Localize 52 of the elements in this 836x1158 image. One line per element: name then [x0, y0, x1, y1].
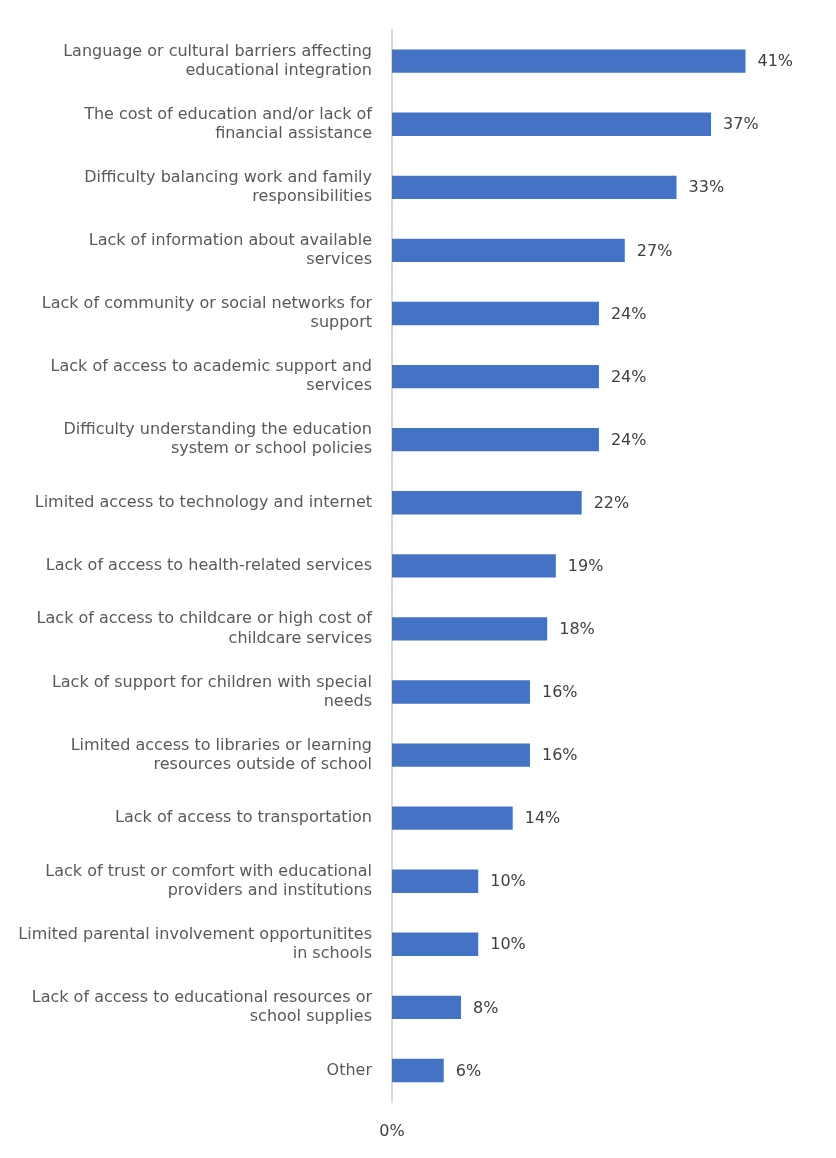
bar — [392, 932, 479, 956]
data-label: 16% — [541, 682, 578, 702]
data-label: 22% — [593, 492, 630, 512]
y-tick-label: The cost of education and/or lack of financial assistance — [83, 103, 373, 142]
y-tick-label: Other — [326, 1059, 373, 1079]
data-label: 37% — [723, 114, 759, 134]
data-label: 24% — [610, 366, 647, 386]
y-tick-label: Limited access to technology and internet — [34, 491, 372, 511]
bar — [392, 175, 677, 199]
y-tick-label: Limited parental involvement opportunitites in schools — [18, 923, 372, 963]
bar — [392, 491, 582, 515]
data-label: 41% — [757, 51, 794, 71]
data-label: 27% — [636, 240, 673, 260]
bar — [392, 995, 461, 1020]
y-tick-label: Language or cultural barriers affecting educational integration — [63, 40, 372, 79]
bar — [392, 617, 548, 641]
data-label: 24% — [610, 303, 647, 323]
data-label: 24% — [610, 429, 647, 449]
bar — [392, 743, 530, 767]
data-label: 33% — [688, 177, 725, 197]
y-tick-label: Lack of community or social networks for support — [41, 293, 373, 332]
bar — [392, 301, 599, 326]
data-label: 6% — [455, 1060, 482, 1080]
bar — [392, 112, 712, 136]
data-label: 18% — [559, 619, 595, 639]
y-tick-label: Difficulty understanding the education system or school policies — [63, 419, 372, 458]
y-tick-label: Lack of support for children with special needs — [51, 671, 372, 710]
data-label: 10% — [490, 871, 526, 891]
data-label: 19% — [567, 555, 604, 575]
bar — [392, 554, 556, 578]
y-tick-label: Lack of access to academic support and services — [50, 356, 372, 395]
data-label: 8% — [472, 997, 499, 1017]
y-tick-label: Difficulty balancing work and family responsibilities — [84, 166, 372, 206]
y-tick-label: Lack of trust or comfort with educational providers and institutions — [45, 860, 372, 899]
data-label: 14% — [524, 808, 561, 828]
data-label: 10% — [490, 934, 526, 954]
bar — [392, 680, 530, 704]
bar — [392, 1058, 444, 1083]
y-tick-label: Limited access to libraries or learning resources outside of school — [70, 734, 372, 773]
bar — [392, 869, 479, 893]
bar — [392, 238, 625, 263]
bar — [392, 49, 746, 73]
bar — [392, 364, 599, 389]
y-tick-label: Lack of access to health-related services — [45, 554, 372, 574]
y-tick-label: Lack of access to transportation — [115, 807, 372, 827]
bar — [392, 806, 513, 830]
y-tick-label: Lack of access to childcare or high cost of childcare services — [36, 608, 373, 647]
text: 0% — [379, 1121, 405, 1141]
bar — [392, 427, 599, 452]
y-tick-label: Lack of access to educational resources or school supplies — [31, 986, 373, 1026]
y-tick-label: Lack of information about available services — [88, 229, 372, 269]
data-label: 16% — [541, 745, 578, 765]
